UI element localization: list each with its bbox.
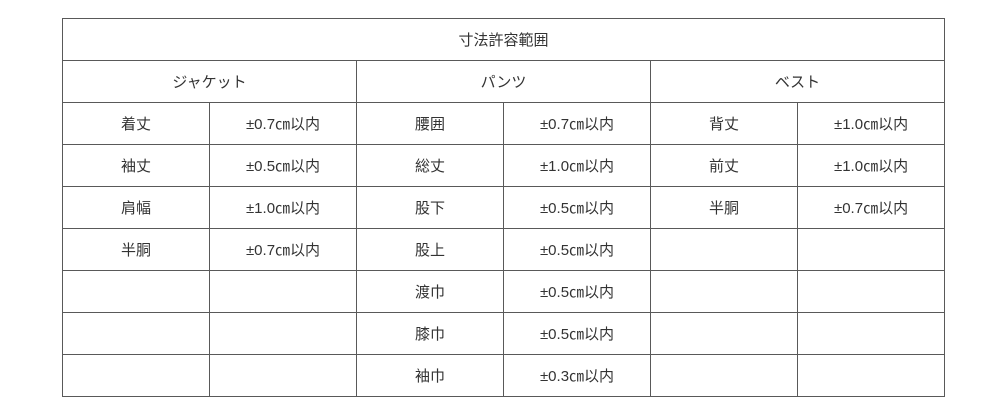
tolerance-value-cell xyxy=(209,312,357,355)
tolerance-value-cell: ±1.0㎝以内 xyxy=(209,186,357,229)
measure-name-cell: 袖丈 xyxy=(62,144,210,187)
size-tolerance-table: 寸法許容範囲 ジャケット パンツ ベスト 着丈 ±0.7㎝以内 腰囲 ±0.7㎝以内背… xyxy=(61,18,946,397)
tolerance-value-cell: ±0.7㎝以内 xyxy=(209,228,357,271)
group-header-row: ジャケット パンツ ベスト xyxy=(62,60,946,103)
tolerance-value-cell: ±0.5㎝以内 xyxy=(209,144,357,187)
tolerance-value-cell: ±0.5㎝以内 xyxy=(503,312,651,355)
measure-name-cell xyxy=(62,312,210,355)
group-header-pants: パンツ xyxy=(356,60,651,103)
measure-name-cell: 肩幅 xyxy=(62,186,210,229)
table-row: 膝巾 ±0.5㎝以内 xyxy=(62,312,946,355)
group-header-jacket: ジャケット xyxy=(62,60,357,103)
measure-name-cell: 背丈 xyxy=(650,102,798,145)
table-row: 着丈 ±0.7㎝以内 腰囲 ±0.7㎝以内 背丈 ±1.0㎝以内 xyxy=(62,102,946,145)
tolerance-value-cell: ±1.0㎝以内 xyxy=(796,102,946,145)
tolerance-value-cell xyxy=(796,228,946,271)
tolerance-value-cell: ±0.5㎝以内 xyxy=(503,228,651,271)
measure-name-cell xyxy=(650,354,798,397)
tolerance-value-cell: ±0.7㎝以内 xyxy=(503,102,651,145)
table-title: 寸法許容範囲 xyxy=(61,18,946,61)
measure-name-cell: 袖巾 xyxy=(356,354,504,397)
tolerance-value-cell xyxy=(796,312,946,355)
measure-name-cell: 総丈 xyxy=(356,144,504,187)
measure-name-cell: 渡巾 xyxy=(356,270,504,313)
group-header-vest: ベスト xyxy=(649,60,946,103)
measure-name-cell: 着丈 xyxy=(62,102,210,145)
measure-name-cell: 膝巾 xyxy=(356,312,504,355)
tolerance-value-cell xyxy=(209,354,357,397)
measure-name-cell: 半胴 xyxy=(650,186,798,229)
tolerance-value-cell: ±0.3㎝以内 xyxy=(503,354,651,397)
tolerance-table-body: 寸法許容範囲 ジャケット パンツ ベスト 着丈 ±0.7㎝以内 腰囲 ±0.7㎝以内背… xyxy=(61,18,946,397)
measure-name-cell: 腰囲 xyxy=(356,102,504,145)
title-row: 寸法許容範囲 xyxy=(61,18,946,61)
table-row: 渡巾 ±0.5㎝以内 xyxy=(62,270,946,313)
measure-name-cell xyxy=(650,312,798,355)
measure-name-cell xyxy=(62,270,210,313)
measure-name-cell: 股上 xyxy=(356,228,504,271)
tolerance-value-cell xyxy=(209,270,357,313)
tolerance-value-cell: ±0.5㎝以内 xyxy=(503,270,651,313)
measure-name-cell xyxy=(650,270,798,313)
measure-name-cell xyxy=(62,354,210,397)
table-row: 半胴 ±0.7㎝以内 股上 ±0.5㎝以内 xyxy=(62,228,946,271)
table-row: 肩幅 ±1.0㎝以内 股下 ±0.5㎝以内 半胴 ±0.7㎝以内 xyxy=(62,186,946,229)
tolerance-value-cell xyxy=(796,354,946,397)
table-row: 袖丈 ±0.5㎝以内 総丈 ±1.0㎝以内 前丈 ±1.0㎝以内 xyxy=(62,144,946,187)
measure-name-cell: 前丈 xyxy=(650,144,798,187)
measure-name-cell xyxy=(650,228,798,271)
tolerance-value-cell: ±1.0㎝以内 xyxy=(796,144,946,187)
tolerance-value-cell: ±1.0㎝以内 xyxy=(503,144,651,187)
tolerance-value-cell xyxy=(796,270,946,313)
measure-name-cell: 股下 xyxy=(356,186,504,229)
table-row: 袖巾 ±0.3㎝以内 xyxy=(62,354,946,397)
tolerance-value-cell: ±0.5㎝以内 xyxy=(503,186,651,229)
tolerance-value-cell: ±0.7㎝以内 xyxy=(209,102,357,145)
tolerance-value-cell: ±0.7㎝以内 xyxy=(796,186,946,229)
measure-name-cell: 半胴 xyxy=(62,228,210,271)
